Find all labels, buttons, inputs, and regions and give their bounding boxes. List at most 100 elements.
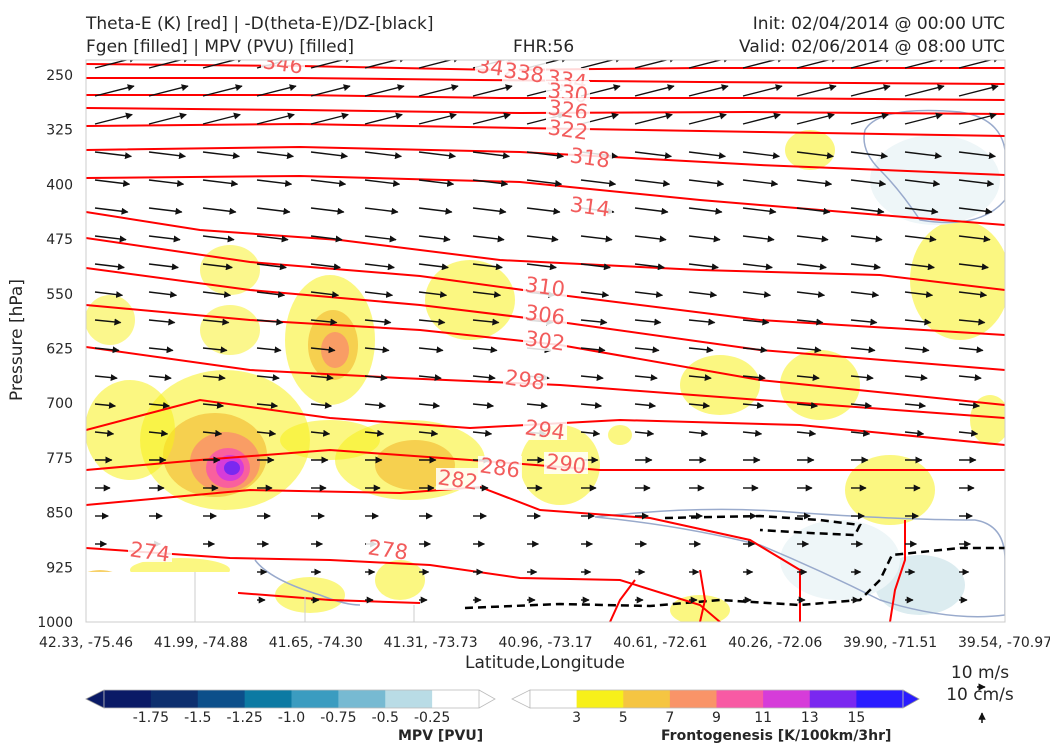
y-tick-label: 850 — [46, 506, 73, 522]
wind-vector — [94, 291, 124, 299]
fgen-colorbar-frame — [529, 689, 904, 709]
theta-e-label-bg — [523, 275, 567, 297]
theta-e-contour — [86, 94, 1005, 101]
wind-vector — [958, 429, 979, 437]
wind-vector — [202, 263, 233, 271]
wind-vector — [850, 429, 871, 437]
wind-vector — [634, 60, 677, 69]
wind-vector — [634, 429, 655, 437]
wind-vector — [364, 235, 397, 243]
wind-vector — [1013, 58, 1050, 68]
wind-vector — [850, 207, 885, 215]
terrain-mask — [86, 572, 415, 622]
filled-contour — [608, 425, 632, 445]
wind-vector — [472, 235, 505, 243]
wind-vector — [688, 112, 727, 125]
mpv-colorbar-segment — [197, 690, 246, 708]
wind-vector — [310, 374, 334, 382]
wind-vector — [1013, 376, 1035, 378]
mpv-colorbar-segment — [385, 690, 433, 708]
theta-e-label: 310 — [523, 272, 566, 301]
wind-vector — [904, 112, 943, 125]
wind-vector — [688, 235, 721, 243]
theta-e-label: 302 — [523, 326, 566, 355]
wind-vector — [94, 151, 132, 160]
theta-e-label: 346 — [261, 49, 304, 78]
wind-vector — [850, 374, 874, 382]
wind-vector — [796, 346, 822, 354]
wind-vector — [634, 84, 675, 97]
wind-vector — [148, 429, 169, 437]
theta-e-contour — [86, 145, 1005, 176]
fgen-colorbar-segment — [809, 690, 857, 708]
theta-e-label: 318 — [568, 143, 611, 172]
wind-vector — [850, 179, 887, 187]
filled-contour — [670, 595, 730, 622]
wind-vector — [904, 179, 941, 187]
fgen-colorbar-tick: 11 — [754, 710, 772, 726]
wind-vector — [148, 60, 191, 69]
wind-vector — [202, 429, 223, 437]
wind-vector — [364, 429, 385, 437]
wind-vector — [364, 84, 405, 97]
fgen-colorbar-tick: 15 — [847, 710, 865, 726]
wind-vector — [472, 291, 502, 299]
wind-vector — [958, 151, 996, 160]
y-tick-label: 400 — [46, 177, 73, 193]
wind-vector — [796, 207, 831, 215]
wind-vector — [796, 84, 837, 97]
wind-key-horizontal-arrow — [977, 683, 986, 691]
theta-e-contour — [86, 304, 1005, 406]
wind-key-vertical-arrow — [978, 712, 986, 723]
wind-vector — [364, 151, 402, 160]
theta-e-label-bg — [546, 118, 590, 140]
wind-vector — [580, 263, 611, 271]
wind-vector — [94, 374, 118, 382]
wind-vector — [310, 112, 349, 125]
wind-vector — [148, 346, 174, 354]
chart-title-line1: Theta-E (K) [red] | -D(theta-E)/DZ-[blac… — [86, 14, 434, 34]
wind-vector — [256, 179, 293, 187]
wind-vector — [796, 179, 833, 187]
fgen-colorbar-tick: 5 — [619, 710, 628, 726]
wind-vector — [1013, 208, 1046, 212]
wind-vector — [796, 429, 817, 437]
wind-vector — [580, 291, 610, 299]
wind-vector — [94, 112, 133, 125]
wind-vector — [580, 346, 606, 354]
wind-vector — [148, 84, 189, 97]
wind-vector — [472, 179, 509, 187]
mpv-colorbar-label: MPV [PVU] — [398, 728, 484, 744]
wind-vector — [472, 318, 500, 326]
wind-vector — [580, 374, 604, 382]
wind-vector — [1013, 115, 1050, 125]
wind-vector — [148, 112, 187, 125]
wind-vector — [310, 179, 347, 187]
fgen-colorbar-tick: 7 — [665, 710, 674, 726]
x-tick-label: 39.54, -70.97 — [958, 635, 1050, 651]
wind-vector — [94, 346, 120, 354]
wind-vector — [958, 84, 999, 97]
filled-contour — [280, 420, 380, 460]
wind-vector — [526, 207, 561, 215]
fgen-colorbar-segment — [623, 690, 671, 708]
mpv-colorbar-tick: -1.75 — [133, 710, 169, 726]
wind-vector — [202, 179, 239, 187]
wind-vector — [688, 179, 725, 187]
ddz-contours — [464, 514, 1005, 610]
wind-vector — [850, 318, 878, 326]
wind-vector — [688, 291, 718, 299]
wind-vector — [148, 401, 170, 409]
wind-vector — [958, 60, 1001, 69]
wind-vector — [580, 429, 601, 437]
wind-vector — [904, 291, 934, 299]
wind-vector — [742, 263, 773, 271]
chart-title-line2: Fgen [filled] | MPV (PVU) [filled] — [86, 37, 355, 57]
theta-e-label-bg — [128, 540, 172, 562]
theta-e-label: 294 — [523, 415, 566, 444]
filled-contour — [86, 380, 175, 480]
theta-e-label: 286 — [478, 453, 521, 482]
wind-vector — [418, 318, 446, 326]
